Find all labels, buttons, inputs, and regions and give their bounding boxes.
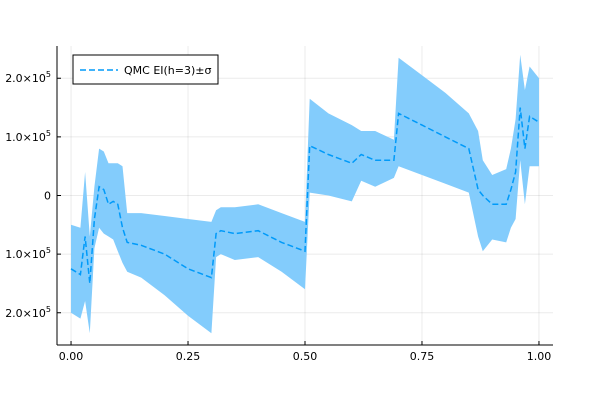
y-tick-label-0: 2.0×105 — [5, 305, 51, 320]
legend: QMC EI(h=3)±σ — [72, 54, 219, 85]
x-tick-label-1: 0.25 — [176, 350, 201, 363]
series-line — [70, 107, 540, 284]
y-tick-label-1: 1.0×105 — [5, 246, 51, 261]
y-tick-label-4: 2.0×105 — [5, 70, 51, 85]
legend-box — [72, 54, 219, 85]
y-tick-label-3: 1.0×105 — [5, 129, 51, 144]
legend-label: QMC EI(h=3)±σ — [124, 64, 212, 77]
x-tick-label-0: 0.00 — [59, 350, 84, 363]
mean-line — [70, 107, 540, 284]
tick-labels: 0.00 0.25 0.50 0.75 1.00 2.0×105 1.0×105 0 1.0×1… — [5, 70, 551, 363]
axes — [56, 46, 553, 346]
x-tick-label-2: 0.50 — [293, 350, 318, 363]
x-tick-label-3: 0.75 — [410, 350, 435, 363]
x-tick-label-4: 1.00 — [527, 350, 552, 363]
y-tick-label-2: 0 — [44, 190, 51, 203]
